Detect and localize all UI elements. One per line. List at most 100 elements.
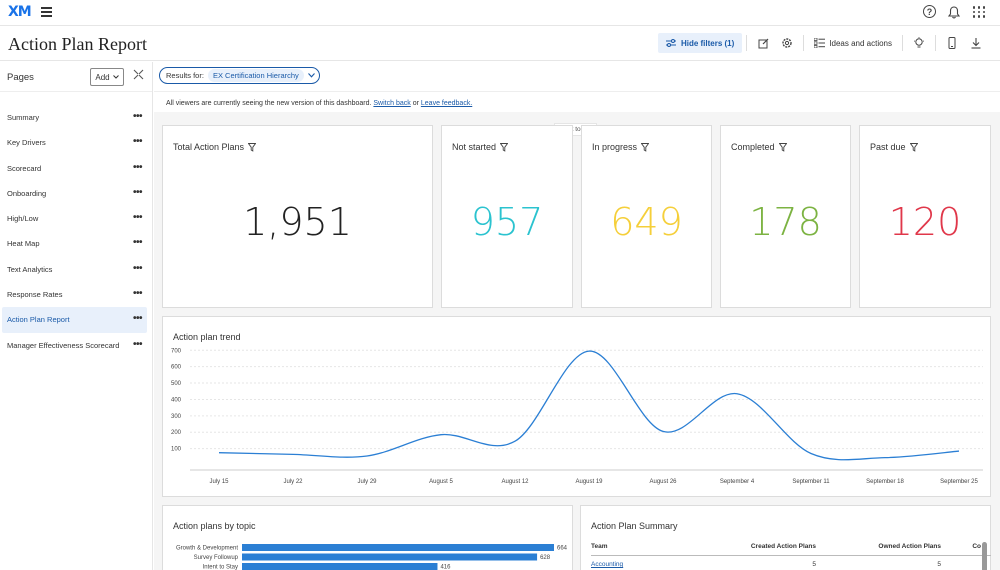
add-label: Add <box>95 72 110 82</box>
chevron-down-icon <box>307 73 315 78</box>
sidebar-item[interactable]: Key Drivers ••• <box>2 130 147 155</box>
kpi-title: Not started <box>452 142 497 152</box>
filter-funnel-icon[interactable] <box>778 142 787 152</box>
sidebar-item-label: Text Analytics <box>7 264 53 274</box>
mobile-icon[interactable] <box>940 33 964 53</box>
trend-series-line[interactable] <box>218 350 960 461</box>
more-options-icon[interactable]: ••• <box>132 136 143 148</box>
sidebar-item-label: Key Drivers <box>7 138 46 148</box>
topic-bar[interactable] <box>242 553 538 561</box>
x-tick-label: August 19 <box>575 479 603 485</box>
more-options-icon[interactable]: ••• <box>132 111 143 122</box>
filter-sliders-icon <box>665 39 676 47</box>
bar-category-label: Growth & Development <box>176 546 238 552</box>
bell-icon[interactable] <box>947 5 961 19</box>
sidebar-item-label: Onboarding <box>7 188 47 198</box>
trend-line-chart: 100 200 300 400 500 600 700 July 15 July 22 July … <box>171 348 983 485</box>
sidebar-item[interactable]: Manager Effectiveness Scorecard ••• <box>2 333 147 358</box>
filter-funnel-icon[interactable] <box>641 142 650 152</box>
sidebar-item[interactable]: Onboarding ••• <box>2 181 147 206</box>
bar-category-label: Intent to Stay <box>203 565 238 570</box>
topic-chart-title: Action plans by topic <box>173 521 256 531</box>
filter-funnel-icon[interactable] <box>248 142 257 152</box>
more-options-icon[interactable]: ••• <box>132 161 143 173</box>
bar-value-label: 416 <box>440 565 451 570</box>
app-grid-icon[interactable] <box>972 5 986 19</box>
sidebar-item[interactable]: Response Rates ••• <box>2 282 147 307</box>
collapse-sidebar-icon[interactable] <box>133 69 144 83</box>
download-icon[interactable] <box>964 33 988 53</box>
y-tick-label: 600 <box>171 365 182 371</box>
column-header[interactable]: Co <box>972 543 981 550</box>
more-options-icon[interactable]: ••• <box>132 288 143 300</box>
xm-logo[interactable]: XM <box>8 4 32 20</box>
column-header[interactable]: Team <box>591 543 608 550</box>
kpi-value: 120 <box>888 200 962 244</box>
add-page-button[interactable]: Add <box>90 68 124 86</box>
sidebar-item-label: Response Rates <box>7 290 63 300</box>
help-icon[interactable]: ? <box>923 5 936 18</box>
topic-bar[interactable] <box>242 544 554 551</box>
table-scrollbar[interactable] <box>982 542 987 570</box>
action-plan-summary-card: Action Plan Summary Team Created Action P… <box>580 505 991 570</box>
sidebar-item-label: Action Plan Report <box>7 315 70 325</box>
more-options-icon[interactable]: ••• <box>132 237 143 249</box>
more-options-icon[interactable]: ••• <box>132 338 143 350</box>
results-filter-chip[interactable]: Results for: EX Certification Hierarchy <box>159 67 320 84</box>
column-header[interactable]: Created Action Plans <box>750 543 816 550</box>
filter-funnel-icon[interactable] <box>500 142 509 152</box>
page-header: Action Plan Report Hide filters (1) Idea… <box>0 25 1000 61</box>
gear-icon[interactable] <box>775 33 799 53</box>
topic-bar[interactable] <box>242 563 438 570</box>
sidebar-item[interactable]: Scorecard ••• <box>2 156 147 181</box>
column-header[interactable]: Owned Action Plans <box>878 543 941 550</box>
kpi-value: 1,951 <box>243 200 352 244</box>
switch-back-link[interactable]: Switch back <box>373 100 411 107</box>
x-tick-label: September 18 <box>866 479 904 485</box>
topic-bar-chart: Growth & Development 664 Survey Followup 62… <box>176 544 568 570</box>
sidebar-item-label: Scorecard <box>7 163 42 173</box>
table-cell: 5 <box>812 561 816 568</box>
sidebar-item-label: High/Low <box>7 214 39 224</box>
sidebar-item[interactable]: Summary ••• <box>2 105 147 130</box>
more-options-icon[interactable]: ••• <box>132 313 143 325</box>
hide-filters-button[interactable]: Hide filters (1) <box>657 33 743 53</box>
summary-table: Team Created Action Plans Owned Action Pla… <box>591 538 991 570</box>
x-tick-label: August 26 <box>649 479 677 485</box>
ideas-and-actions-button[interactable]: Ideas and actions <box>808 38 898 48</box>
kpi-title: Total Action Plans <box>173 142 245 152</box>
y-tick-label: 200 <box>171 430 182 436</box>
team-link[interactable]: Accounting <box>591 561 624 568</box>
kpi-card: Past due 120 <box>859 125 991 308</box>
list-icon <box>814 38 826 48</box>
more-options-icon[interactable]: ••• <box>132 262 143 274</box>
version-notice: All viewers are currently seeing the new… <box>154 92 1000 136</box>
kpi-card: Not started 957 <box>441 125 573 308</box>
results-label: Results for: <box>166 71 204 80</box>
y-tick-label: 700 <box>171 348 182 354</box>
pages-sidebar: Pages Add Summary ••• Key Drivers ••• Scorec… <box>0 62 153 570</box>
edit-icon[interactable] <box>751 33 775 53</box>
summary-title: Action Plan Summary <box>591 521 678 531</box>
table-header-row: Team Created Action Plans Owned Action Pla… <box>591 538 991 556</box>
kpi-card: Completed 178 <box>720 125 851 308</box>
lightbulb-icon[interactable] <box>907 33 931 53</box>
kpi-card: Total Action Plans 1,951 <box>162 125 433 308</box>
more-options-icon[interactable]: ••• <box>132 186 143 198</box>
top-bar: XM ? <box>0 0 1000 25</box>
results-value: EX Certification Hierarchy <box>207 69 304 82</box>
x-tick-label: August 12 <box>501 479 529 485</box>
leave-feedback-link[interactable]: Leave feedback. <box>420 100 473 107</box>
action-plan-trend-card: Action plan trend 100 200 300 400 500 600 700 J… <box>162 316 991 497</box>
sidebar-item-label: Heat Map <box>7 239 40 249</box>
filter-funnel-icon[interactable] <box>909 142 918 152</box>
hamburger-menu-icon[interactable] <box>41 7 52 17</box>
sidebar-item[interactable]: Heat Map ••• <box>2 231 147 256</box>
x-tick-label: September 4 <box>720 479 755 485</box>
sidebar-item[interactable]: High/Low ••• <box>2 206 147 231</box>
table-cell: 5 <box>937 561 941 568</box>
sidebar-item[interactable]: Text Analytics ••• <box>2 257 147 282</box>
sidebar-item-label: Manager Effectiveness Scorecard <box>7 340 120 350</box>
more-options-icon[interactable]: ••• <box>132 212 143 224</box>
sidebar-item[interactable]: Action Plan Report ••• <box>2 307 147 333</box>
